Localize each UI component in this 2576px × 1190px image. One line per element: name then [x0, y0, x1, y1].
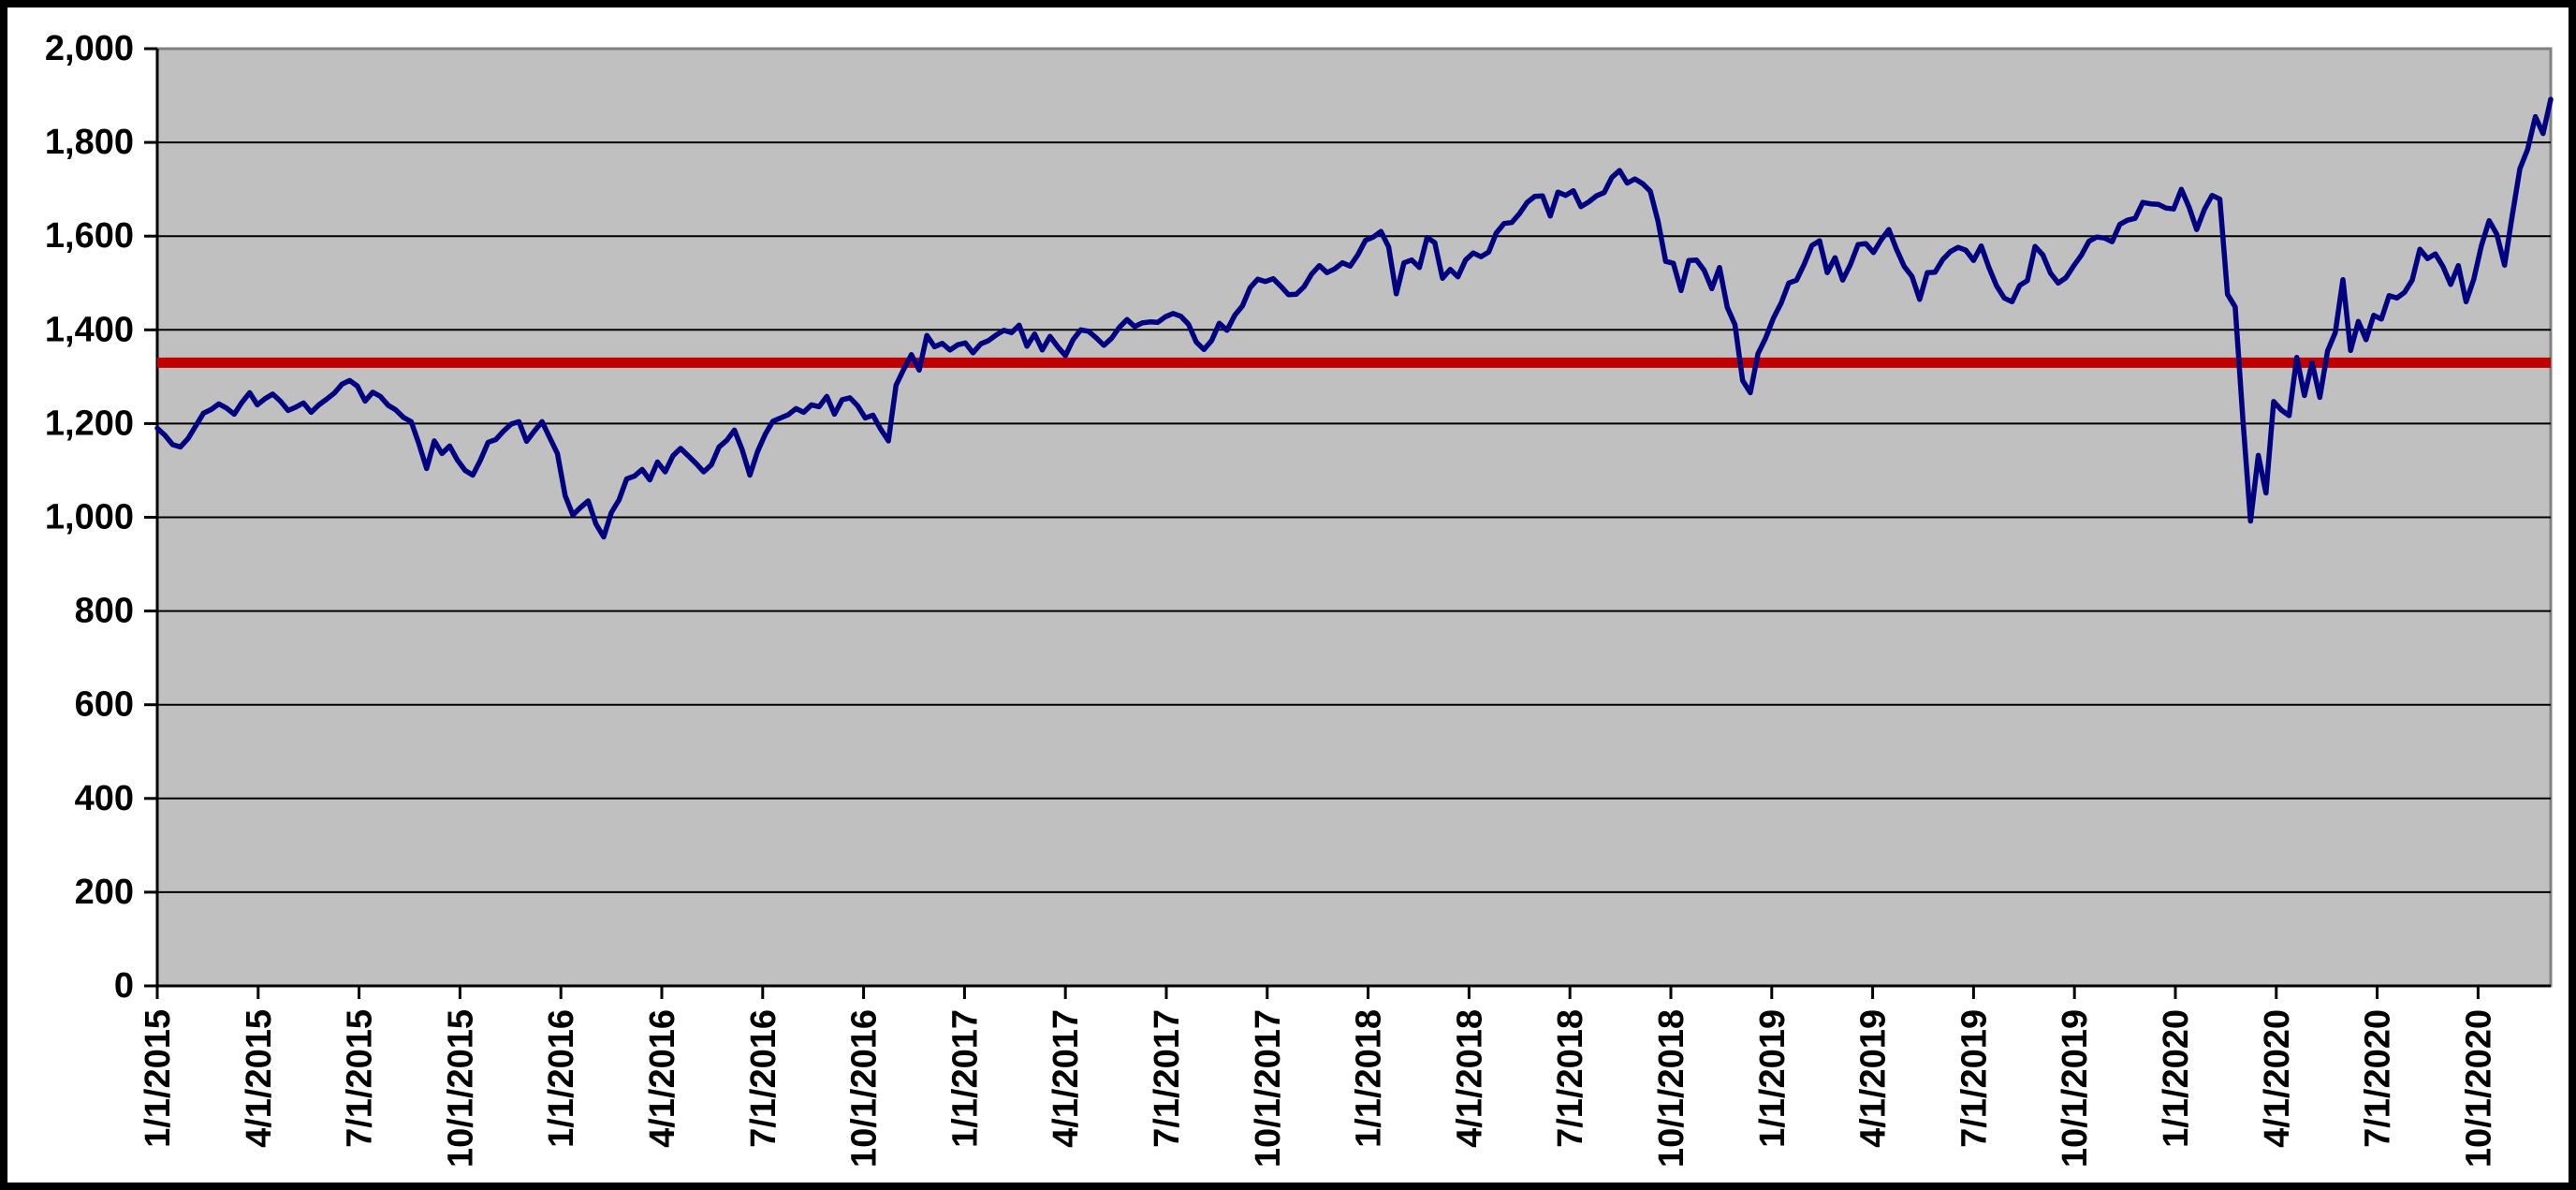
y-axis-tick-label: 400 [75, 779, 134, 818]
x-axis-tick-label: 10/1/2016 [845, 1009, 885, 1168]
y-axis-tick-label: 0 [114, 966, 134, 1006]
x-axis-tick-label: 7/1/2016 [744, 1009, 783, 1148]
y-axis-tick-label: 800 [75, 592, 134, 631]
x-axis-tick-label: 4/1/2020 [2258, 1009, 2297, 1148]
x-axis-tick-label: 1/1/2016 [542, 1009, 581, 1148]
x-axis-tick-label: 1/1/2017 [945, 1009, 985, 1148]
y-axis-tick-label: 200 [75, 873, 134, 912]
data-series-line [154, 96, 2554, 540]
x-axis-tick-label: 1/1/2019 [1753, 1009, 1793, 1148]
x-axis-tick-label: 10/1/2017 [1249, 1009, 1288, 1168]
x-axis-tick-label: 7/1/2018 [1551, 1009, 1590, 1148]
x-axis-tick-label: 1/1/2015 [139, 1009, 178, 1148]
y-axis-tick-label: 1,400 [45, 310, 134, 349]
x-axis-tick-label: 10/1/2015 [441, 1009, 480, 1168]
y-axis-tick-label: 1,000 [45, 498, 134, 537]
y-axis-tick-label: 1,200 [45, 404, 134, 443]
x-axis-tick-label: 4/1/2015 [240, 1009, 279, 1148]
x-axis-tick-label: 10/1/2020 [2459, 1009, 2498, 1168]
x-axis-tick-label: 4/1/2016 [643, 1009, 682, 1148]
y-axis-tick-label: 600 [75, 685, 134, 725]
x-axis-tick-label: 1/1/2020 [2157, 1009, 2196, 1148]
y-axis-tick-label: 1,600 [45, 216, 134, 256]
x-axis-tick-label: 4/1/2017 [1046, 1009, 1086, 1148]
x-axis-tick-label: 7/1/2015 [341, 1009, 380, 1148]
x-axis-tick-label: 7/1/2017 [1148, 1009, 1187, 1148]
y-axis-tick-label: 1,800 [45, 123, 134, 162]
x-axis-tick-label: 7/1/2019 [1954, 1009, 1994, 1148]
x-axis-tick-label: 1/1/2018 [1350, 1009, 1389, 1148]
x-axis-tick-label: 7/1/2020 [2359, 1009, 2398, 1148]
x-axis-tick-label: 4/1/2019 [1854, 1009, 1894, 1148]
x-axis-tick-label: 10/1/2018 [1652, 1009, 1691, 1168]
y-axis-tick-label: 2,000 [45, 29, 134, 68]
x-axis-tick-label: 4/1/2018 [1450, 1009, 1489, 1148]
x-axis-tick-label: 10/1/2019 [2056, 1009, 2095, 1168]
